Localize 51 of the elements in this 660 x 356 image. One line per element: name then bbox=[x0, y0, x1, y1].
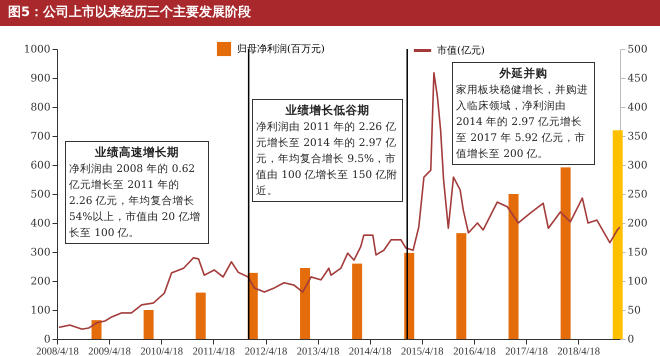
y2-tick-label: 400 bbox=[628, 102, 648, 114]
y-tick-label: 200 bbox=[30, 276, 50, 288]
y-tick-label: 1000 bbox=[24, 44, 50, 56]
x-tick-label: 2016/4/18 bbox=[453, 346, 496, 356]
y-tick-label: 100 bbox=[30, 304, 50, 316]
x-tick-label: 2012/4/18 bbox=[244, 346, 288, 356]
bar bbox=[612, 130, 623, 339]
x-tick-label: 2015/4/18 bbox=[400, 346, 444, 356]
y2-tick-label: 0 bbox=[628, 334, 634, 346]
y2-tick-label: 250 bbox=[628, 188, 648, 200]
y2-tick-label: 50 bbox=[628, 304, 641, 316]
x-tick-label: 2010/4/18 bbox=[140, 346, 183, 356]
annotation: 家用板块稳健增长，并购进入临床领域，净利润由 2014 年的 2.97 亿元增长至 2017 年 5.92 亿元，市值增长至 200 亿。 bbox=[456, 84, 588, 160]
bar bbox=[560, 167, 571, 339]
x-tick-label: 2011/4/18 bbox=[192, 346, 235, 356]
y2-tick-label: 450 bbox=[628, 72, 648, 84]
x-tick-label: 2013/4/18 bbox=[296, 346, 340, 356]
annotation: 外延并购 bbox=[498, 65, 548, 81]
y2-tick-label: 300 bbox=[628, 160, 648, 172]
y-tick-label: 900 bbox=[30, 72, 50, 84]
y2-tick-label: 500 bbox=[628, 44, 648, 56]
annotation: 业绩增长低谷期 bbox=[284, 102, 370, 118]
y2-tick-label: 100 bbox=[628, 276, 648, 288]
y-tick-label: 700 bbox=[30, 130, 50, 142]
y-tick-label: 600 bbox=[30, 160, 50, 172]
annotation: 净利润由 2008 年的 0.62 亿元增长至 2011 年的 2.26 亿元，年均复合增长 54%以上，市值由 20 亿增长至 100 亿。 bbox=[69, 163, 200, 239]
y-tick-label: 500 bbox=[30, 188, 50, 200]
x-tick-label: 2009/4/18 bbox=[88, 346, 131, 356]
x-tick-label: 2014/4/18 bbox=[348, 346, 392, 356]
bar bbox=[352, 264, 362, 339]
bar bbox=[92, 320, 102, 339]
bar bbox=[456, 233, 466, 339]
bar bbox=[300, 268, 310, 339]
chart-title: 图5：公司上市以来经历三个主要发展阶段 bbox=[0, 0, 660, 26]
bar bbox=[144, 310, 154, 339]
y-tick-label: 800 bbox=[30, 102, 50, 114]
y-tick-label: 300 bbox=[30, 246, 50, 258]
annotation: 业绩高速增长期 bbox=[94, 144, 180, 160]
bar bbox=[508, 194, 519, 339]
y2-tick-label: 200 bbox=[628, 218, 648, 230]
x-tick-label: 2017/4/18 bbox=[505, 346, 548, 356]
legend-label: 归母净利润(百万元) bbox=[237, 43, 325, 55]
x-tick-label: 2018/4/18 bbox=[557, 346, 600, 356]
y2-tick-label: 350 bbox=[628, 130, 648, 142]
x-tick-label: 2008/4/18 bbox=[36, 346, 79, 356]
y2-tick-label: 150 bbox=[628, 246, 648, 258]
legend-label: 市值(亿元) bbox=[437, 44, 485, 56]
bar bbox=[196, 292, 206, 339]
annotation: 净利润由 2011 年的 2.26 亿元增长至 2014 年的 2.97 亿元，年均复合增长 9.5%，市值由 100 亿增长至 150 亿附近。 bbox=[256, 121, 398, 197]
y-tick-label: 0 bbox=[44, 334, 50, 346]
y-tick-label: 400 bbox=[30, 218, 50, 230]
